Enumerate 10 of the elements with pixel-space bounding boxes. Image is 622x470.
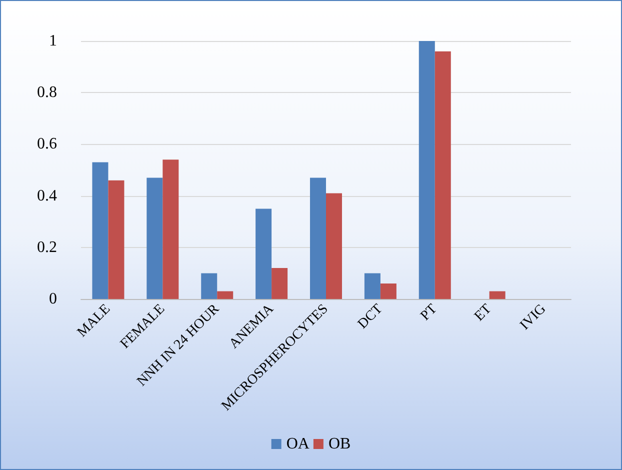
y-tick-label: 0 — [49, 290, 57, 308]
y-tick-label: 1 — [49, 32, 57, 50]
y-tick-label: 0.2 — [37, 238, 57, 256]
legend-label: OA — [286, 436, 310, 452]
x-tick-label: PT — [418, 301, 441, 324]
y-tick-label: 0.6 — [37, 136, 57, 153]
x-tick-label: ET — [472, 301, 495, 324]
y-tick-label: 0.8 — [37, 84, 57, 102]
y-tick-label: 0.4 — [37, 187, 57, 204]
legend-label: OB — [328, 436, 351, 452]
